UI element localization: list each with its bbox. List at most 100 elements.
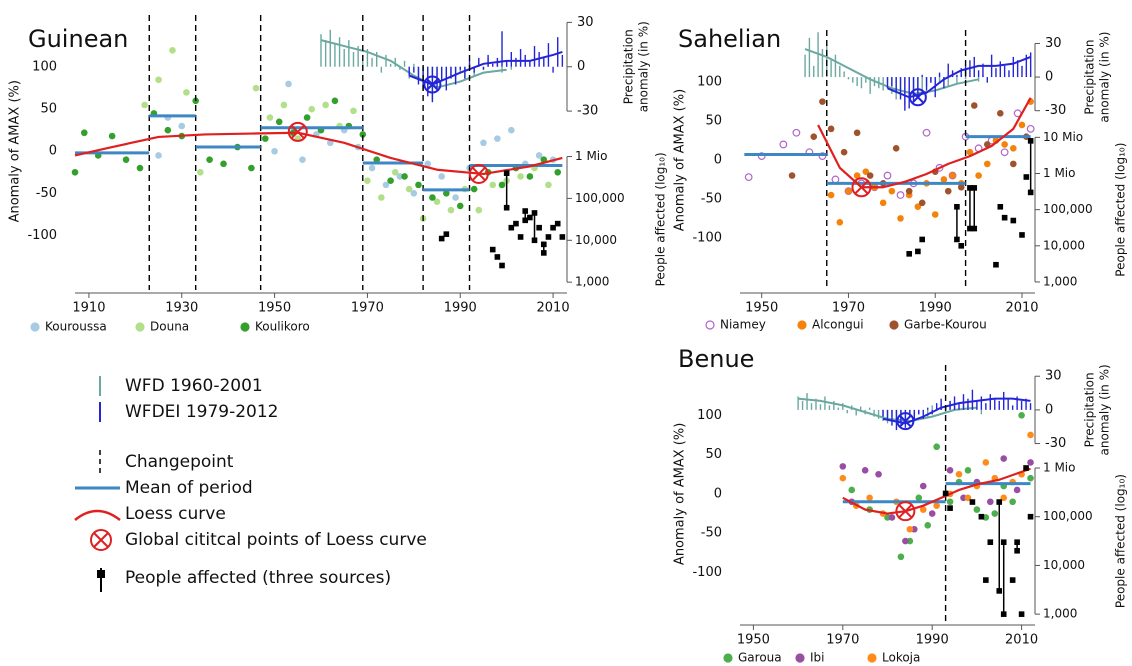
loess-critical-cross [854, 180, 869, 195]
people-point [1014, 539, 1020, 545]
people-point [494, 254, 501, 260]
people-point [1027, 138, 1034, 144]
station-point [922, 128, 931, 137]
station-point [918, 199, 926, 207]
station-point [897, 553, 905, 561]
loess-critical-point [895, 501, 916, 522]
station-legend-marker [723, 653, 733, 663]
station-point [322, 101, 329, 109]
station-point [71, 168, 79, 176]
station-point [391, 168, 399, 176]
people-point [508, 224, 515, 231]
people-point [997, 203, 1004, 210]
legend-label: Global cititcal points of Loess curve [125, 530, 427, 550]
people-point [1023, 174, 1030, 180]
loess-critical-cross [471, 166, 487, 182]
people-point [969, 499, 976, 505]
station-legend-marker [240, 322, 250, 332]
y-axis-label: Anomaly of AMAX (%) [673, 89, 688, 231]
station-point [285, 80, 292, 88]
station-point [892, 145, 900, 152]
y2-tick-label: -30 [1045, 436, 1066, 451]
station-point [883, 171, 892, 180]
y-tick-label: 100 [32, 60, 57, 75]
station-point [905, 187, 913, 195]
panel-title: Guinean [28, 25, 128, 53]
legend-label: Mean of period [125, 478, 253, 498]
station-point [1000, 494, 1008, 502]
people-point [967, 185, 973, 191]
people-point [915, 248, 921, 255]
station-point [220, 160, 227, 168]
people-point [1010, 217, 1017, 224]
y-tick-label: -50 [701, 526, 722, 541]
y3-axis-label: People affected (log₁₀) [1114, 143, 1128, 277]
y-tick-label: -100 [692, 230, 722, 245]
station-point [410, 189, 418, 197]
y3-tick-label: 100,000 [1043, 509, 1093, 523]
station-legend-marker [889, 320, 899, 330]
station-point [368, 164, 376, 172]
station-point [1009, 498, 1016, 506]
station-point [508, 126, 515, 134]
station-point [853, 129, 861, 137]
x-tick-label: 1990 [919, 301, 952, 316]
station-legend-label: Garoua [738, 651, 782, 665]
people-point [954, 236, 960, 243]
station-point [879, 199, 887, 207]
station-point [415, 181, 422, 189]
station-point [1027, 431, 1034, 439]
people-point [967, 225, 973, 232]
station-point [262, 135, 269, 142]
precip-trend [804, 48, 979, 95]
legend-label: WFD 1960-2001 [125, 376, 263, 396]
station-legend-marker [867, 653, 877, 663]
legend-label: WFDEI 1979-2012 [125, 402, 279, 422]
station-point [845, 187, 852, 195]
loess-critical-cross [898, 503, 913, 519]
people-point [559, 234, 566, 240]
station-point [350, 107, 357, 115]
people-point [987, 539, 994, 545]
station-point [303, 114, 311, 121]
station-point [991, 510, 999, 517]
people-point [545, 234, 552, 240]
people-point [503, 170, 510, 177]
people-point [1000, 539, 1007, 545]
station-point [206, 156, 213, 163]
y3-tick-label: 100,000 [575, 191, 625, 205]
y2-tick-label: 0 [1045, 402, 1053, 417]
station-point [836, 218, 844, 226]
people-point [513, 220, 519, 227]
people-point [540, 241, 547, 248]
station-legend-marker [135, 322, 145, 332]
station-point [443, 189, 450, 197]
y3-tick-label: 1 Mio [1043, 460, 1075, 474]
legend-label: People affected (three sources) [125, 568, 391, 588]
station-point [405, 185, 413, 193]
station-point [818, 152, 827, 161]
loess-critical-point [287, 121, 308, 142]
station-point [155, 76, 162, 84]
station-point [275, 118, 283, 126]
y2-tick-label: 0 [577, 59, 585, 74]
people-point [531, 210, 538, 216]
station-point [470, 185, 478, 193]
people-point [993, 261, 999, 268]
y2-axis-label: anomaly (in %) [1098, 364, 1112, 455]
people-point [489, 246, 496, 253]
precip-trend [882, 397, 1031, 425]
y-tick-label: 50 [40, 102, 57, 117]
station-point [331, 97, 339, 105]
y3-tick-label: 10,000 [1043, 238, 1085, 252]
y-tick-label: 100 [697, 408, 722, 423]
station-point [861, 467, 869, 474]
station-point [155, 152, 162, 159]
station-point [788, 172, 796, 179]
x-tick-label: 1970 [832, 301, 865, 316]
people-point [554, 220, 561, 227]
station-point [248, 164, 255, 172]
x-tick-label: 1990 [444, 301, 477, 316]
station-legend-label: Kouroussa [45, 320, 107, 334]
